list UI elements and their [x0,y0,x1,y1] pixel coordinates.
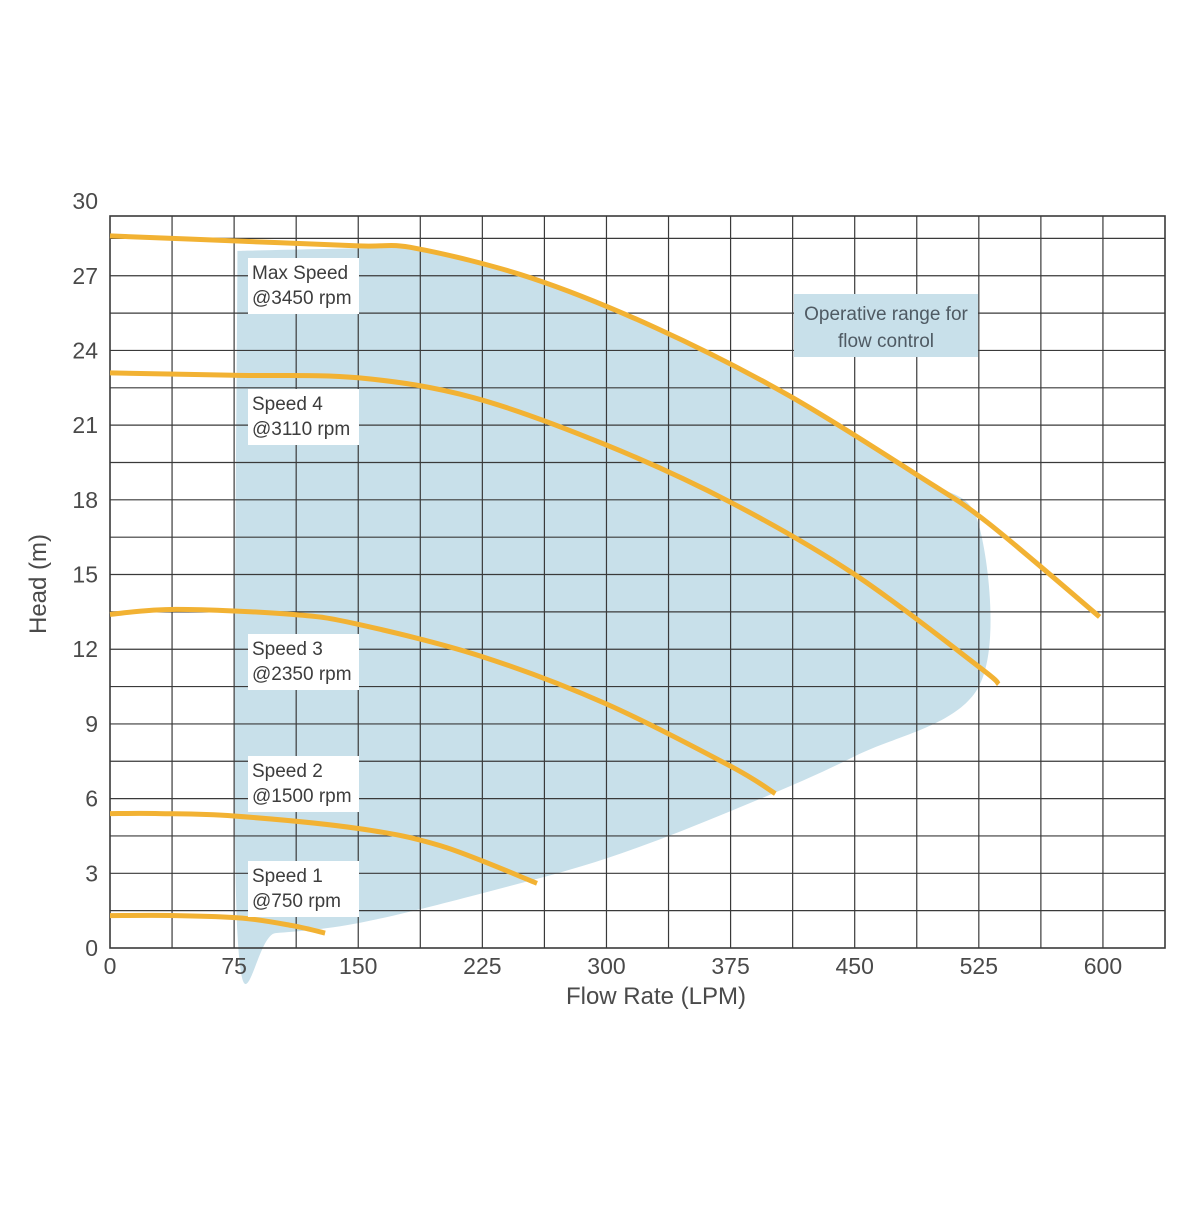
operative-range-label-line: Operative range for [804,304,968,325]
curve-label-bg [248,389,359,445]
y-tick-label: 27 [72,263,98,289]
y-tick-label: 21 [72,412,98,438]
curve-label-line: @3110 rpm [252,419,350,440]
curve-label-bg [248,756,359,812]
speed-curve-3 [109,810,538,886]
y-tick-label: 24 [72,337,98,363]
curve-label-line: Speed 2 [252,761,323,782]
x-axis-title: Flow Rate (LPM) [566,983,746,1010]
curve-label-bg [248,258,359,314]
x-tick-label: 600 [1084,953,1122,979]
y-tick-label: 18 [72,487,98,513]
speed-curve-4 [109,912,326,936]
plot-frame [109,215,1166,949]
y-tick-label: 3 [85,860,98,886]
x-tick-label: 375 [711,953,749,979]
y-tick-label: 12 [72,636,98,662]
curve-label-line: Speed 4 [252,394,323,415]
operative-range-region [234,246,991,984]
y-axis-title: Head (m) [25,534,52,634]
y-tick-label: 6 [85,786,98,812]
operative-range-label-line: flow control [838,331,934,352]
curve-label-line: @1500 rpm [252,786,352,807]
curve-label-bg [248,861,359,917]
x-tick-label: 225 [463,953,501,979]
x-tick-label: 0 [104,953,117,979]
axes-layer: Flow Rate (LPM) Head (m) 0 75 150 225 300 375… [25,188,1122,1010]
curve-label-line: @750 rpm [252,891,341,912]
x-tick-label: 75 [221,953,247,979]
speed-curve-0 [109,233,1102,619]
speed-curve-2 [109,606,777,796]
curve-label-bg [248,634,359,690]
region-layer [234,246,991,984]
x-tick-label: 300 [587,953,625,979]
x-tick-label: 525 [960,953,998,979]
curve-label-line: @3450 rpm [252,288,352,309]
speed-curve-1 [109,370,1001,686]
y-tick-label: 0 [85,935,98,961]
curve-label-line: @2350 rpm [252,664,352,685]
y-tick-label: 9 [85,711,98,737]
y-tick-label: 15 [72,562,98,588]
x-tick-label: 450 [836,953,874,979]
curve-label-line: Max Speed [252,263,348,284]
y-tick-label: 30 [72,188,98,214]
x-tick-label: 150 [339,953,377,979]
curve-label-line: Speed 3 [252,639,323,660]
curve-label-line: Speed 1 [252,866,323,887]
operative-range-label-bg [794,294,978,357]
curves-layer [109,233,1102,936]
labels-layer: Max Speed @3450 rpm Speed 4 @3110 rpm Speed … [248,258,978,917]
